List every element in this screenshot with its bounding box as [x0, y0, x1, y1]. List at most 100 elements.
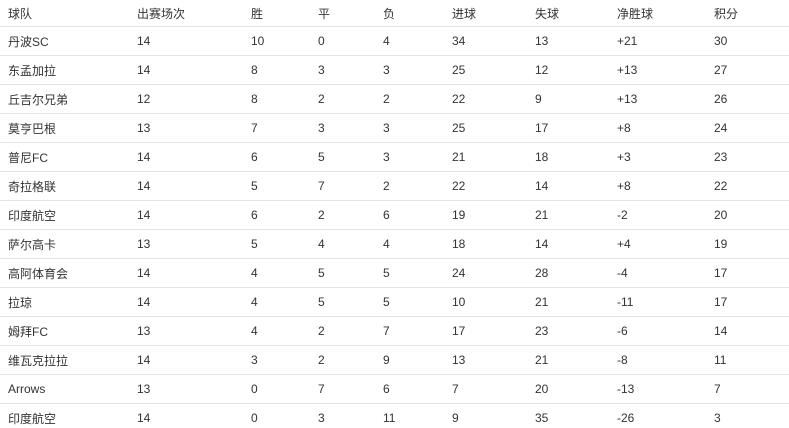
stat-cell: 4 [375, 229, 444, 259]
team-cell: 高阿体育会 [0, 258, 129, 288]
stat-cell: 24 [444, 258, 527, 288]
stat-cell: 9 [527, 84, 609, 114]
stat-cell: 18 [527, 142, 609, 172]
stat-cell: 28 [527, 258, 609, 288]
team-cell: 萨尔高卡 [0, 229, 129, 259]
stat-cell: 4 [243, 258, 310, 288]
team-cell: 奇拉格联 [0, 171, 129, 201]
stat-cell: 4 [243, 287, 310, 317]
team-cell: 莫亨巴根 [0, 113, 129, 143]
stat-cell: 13 [129, 374, 243, 404]
stat-cell: 14 [129, 258, 243, 288]
stat-cell: +8 [609, 171, 706, 201]
stat-cell: 19 [444, 200, 527, 230]
stat-cell: 14 [129, 403, 243, 428]
stat-cell: 5 [243, 229, 310, 259]
stat-cell: 12 [527, 55, 609, 85]
team-cell: 丘吉尔兄弟 [0, 84, 129, 114]
stat-cell: 2 [310, 200, 375, 230]
stat-cell: 14 [527, 229, 609, 259]
stat-cell: 7 [310, 171, 375, 201]
table-row: 姆拜FC 13 4 2 7 17 23 -6 14 [0, 316, 789, 346]
stat-cell: 13 [527, 26, 609, 56]
stat-cell: +13 [609, 55, 706, 85]
stat-cell: 14 [527, 171, 609, 201]
stat-cell: -13 [609, 374, 706, 404]
stat-cell: 6 [243, 200, 310, 230]
stat-cell: 10 [243, 26, 310, 56]
stat-cell: 5 [310, 258, 375, 288]
stat-cell: 25 [444, 55, 527, 85]
stat-cell: 2 [310, 345, 375, 375]
stat-cell: 4 [375, 26, 444, 56]
stat-cell: 14 [706, 316, 789, 346]
team-cell: 印度航空 [0, 200, 129, 230]
table-row: 丹波SC 14 10 0 4 34 13 +21 30 [0, 26, 789, 56]
stat-cell: 4 [310, 229, 375, 259]
stat-cell: 14 [129, 55, 243, 85]
stat-cell: 14 [129, 26, 243, 56]
stat-cell: 2 [375, 171, 444, 201]
table-row: 印度航空 14 0 3 11 9 35 -26 3 [0, 403, 789, 428]
stat-cell: 25 [444, 113, 527, 143]
stat-cell: 30 [706, 26, 789, 56]
stat-cell: -6 [609, 316, 706, 346]
team-cell: 普尼FC [0, 142, 129, 172]
stat-cell: 8 [243, 55, 310, 85]
stat-cell: 9 [444, 403, 527, 428]
header-cell: 出赛场次 [129, 0, 243, 27]
stat-cell: 0 [243, 403, 310, 428]
stat-cell: 3 [375, 113, 444, 143]
stat-cell: 17 [527, 113, 609, 143]
stat-cell: 21 [527, 200, 609, 230]
stat-cell: 2 [310, 84, 375, 114]
stat-cell: 27 [706, 55, 789, 85]
stat-cell: 21 [527, 287, 609, 317]
stat-cell: 10 [444, 287, 527, 317]
stat-cell: 22 [444, 171, 527, 201]
stat-cell: 20 [706, 200, 789, 230]
stat-cell: 13 [444, 345, 527, 375]
stat-cell: -26 [609, 403, 706, 428]
stat-cell: 22 [706, 171, 789, 201]
stat-cell: -2 [609, 200, 706, 230]
stat-cell: +8 [609, 113, 706, 143]
stat-cell: 3 [243, 345, 310, 375]
team-cell: 姆拜FC [0, 316, 129, 346]
stat-cell: +21 [609, 26, 706, 56]
stat-cell: 7 [310, 374, 375, 404]
stat-cell: 17 [706, 287, 789, 317]
stat-cell: 6 [243, 142, 310, 172]
stat-cell: 22 [444, 84, 527, 114]
table-row: 高阿体育会 14 4 5 5 24 28 -4 17 [0, 258, 789, 288]
stat-cell: -11 [609, 287, 706, 317]
stat-cell: 26 [706, 84, 789, 114]
table-row: 莫亨巴根 13 7 3 3 25 17 +8 24 [0, 113, 789, 143]
stat-cell: 21 [444, 142, 527, 172]
stat-cell: 23 [706, 142, 789, 172]
stat-cell: 35 [527, 403, 609, 428]
stat-cell: 0 [243, 374, 310, 404]
stat-cell: 23 [527, 316, 609, 346]
stat-cell: 7 [706, 374, 789, 404]
stat-cell: 21 [527, 345, 609, 375]
stat-cell: 4 [243, 316, 310, 346]
header-cell: 积分 [706, 0, 789, 27]
stat-cell: 7 [444, 374, 527, 404]
stat-cell: +3 [609, 142, 706, 172]
team-cell: 丹波SC [0, 26, 129, 56]
header-cell: 进球 [444, 0, 527, 27]
team-cell: 维瓦克拉拉 [0, 345, 129, 375]
stat-cell: -8 [609, 345, 706, 375]
stat-cell: 18 [444, 229, 527, 259]
header-cell: 失球 [527, 0, 609, 27]
stat-cell: 19 [706, 229, 789, 259]
table-row: 拉琼 14 4 5 5 10 21 -11 17 [0, 287, 789, 317]
stat-cell: +4 [609, 229, 706, 259]
table-row: 普尼FC 14 6 5 3 21 18 +3 23 [0, 142, 789, 172]
table-row: 东孟加拉 14 8 3 3 25 12 +13 27 [0, 55, 789, 85]
stat-cell: 3 [310, 403, 375, 428]
stat-cell: 11 [375, 403, 444, 428]
stat-cell: 3 [310, 113, 375, 143]
